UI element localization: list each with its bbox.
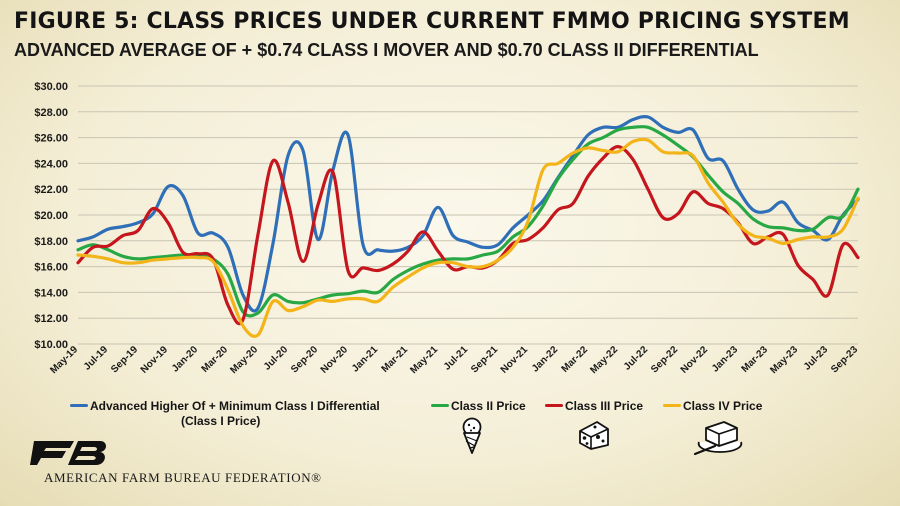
x-tick-label: Nov-19 xyxy=(139,344,171,376)
x-tick-label: Sep-19 xyxy=(109,344,140,375)
x-tick-label: Mar-22 xyxy=(560,344,591,375)
y-tick-label: $16.00 xyxy=(34,262,68,274)
y-axis-ticks: $10.00 $12.00 $14.00 $16.00 $18.00 $20.00 $22.… xyxy=(34,81,68,351)
legend-label-class-i: Advanced Higher Of + Minimum Class I Dif… xyxy=(90,399,380,413)
chart-title: FIGURE 5: CLASS PRICES UNDER CURRENT FMM… xyxy=(14,9,850,34)
legend-label-class-iii: Class III Price xyxy=(565,399,644,413)
x-tick-label: May-21 xyxy=(408,344,440,376)
y-tick-label: $18.00 xyxy=(34,236,68,248)
x-tick-label: Nov-20 xyxy=(319,344,351,376)
chart-subtitle: ADVANCED AVERAGE OF + $0.74 CLASS I MOVE… xyxy=(14,40,759,60)
x-tick-label: May-22 xyxy=(588,344,620,376)
x-tick-label: May-23 xyxy=(768,344,800,376)
x-tick-label: Jul-23 xyxy=(802,344,831,373)
cheese-icon xyxy=(577,419,611,456)
x-tick-label: Nov-21 xyxy=(499,344,531,376)
legend-line-class-iv xyxy=(663,404,681,407)
class-i-price-line xyxy=(76,115,860,313)
class-iii-price-line xyxy=(76,145,860,326)
butter-icon xyxy=(693,416,747,461)
legend-line-class-i xyxy=(70,404,88,407)
legend-label-class-i-sub: (Class I Price) xyxy=(181,414,261,428)
x-tick-label: Sep-21 xyxy=(469,344,500,375)
y-tick-label: $14.00 xyxy=(34,287,68,299)
y-tick-label: $24.00 xyxy=(34,158,68,170)
series-lines xyxy=(76,115,860,338)
y-tick-label: $22.00 xyxy=(34,184,68,196)
y-tick-label: $12.00 xyxy=(34,313,68,325)
y-tick-label: $10.00 xyxy=(34,339,68,351)
class-iv-price-line xyxy=(76,137,860,338)
x-tick-label: May-20 xyxy=(228,344,260,376)
legend-line-class-ii xyxy=(431,404,449,407)
x-tick-label: Sep-23 xyxy=(829,344,860,375)
x-tick-label: Jul-22 xyxy=(622,344,651,373)
y-tick-label: $26.00 xyxy=(34,133,68,145)
x-tick-label: Mar-23 xyxy=(740,344,771,375)
x-tick-label: Mar-21 xyxy=(380,344,411,375)
x-tick-label: Nov-22 xyxy=(679,344,711,376)
y-tick-label: $30.00 xyxy=(34,81,68,93)
legend-label-class-ii: Class II Price xyxy=(451,399,526,413)
y-tick-label: $20.00 xyxy=(34,210,68,222)
organization-name: AMERICAN FARM BUREAU FEDERATION® xyxy=(44,470,322,485)
x-tick-label: Sep-22 xyxy=(649,344,680,375)
x-tick-label: Jan-23 xyxy=(710,344,740,374)
chart-grid xyxy=(78,85,858,345)
ice-cream-icon xyxy=(460,417,484,460)
farm-bureau-logo-icon xyxy=(30,437,108,472)
y-tick-label: $28.00 xyxy=(34,107,68,119)
x-tick-label: Jan-22 xyxy=(530,344,560,374)
x-tick-label: Jul-20 xyxy=(262,344,291,373)
x-tick-label: Mar-20 xyxy=(200,344,231,375)
class-ii-price-line xyxy=(76,124,860,318)
x-tick-label: Sep-20 xyxy=(289,344,320,375)
x-tick-label: Jan-20 xyxy=(170,344,200,374)
legend-line-class-iii xyxy=(545,404,563,407)
x-tick-label: Jan-21 xyxy=(350,344,380,374)
x-tick-label: Jul-21 xyxy=(442,344,471,373)
x-tick-label: Jul-19 xyxy=(82,344,111,373)
legend-label-class-iv: Class IV Price xyxy=(683,399,763,413)
